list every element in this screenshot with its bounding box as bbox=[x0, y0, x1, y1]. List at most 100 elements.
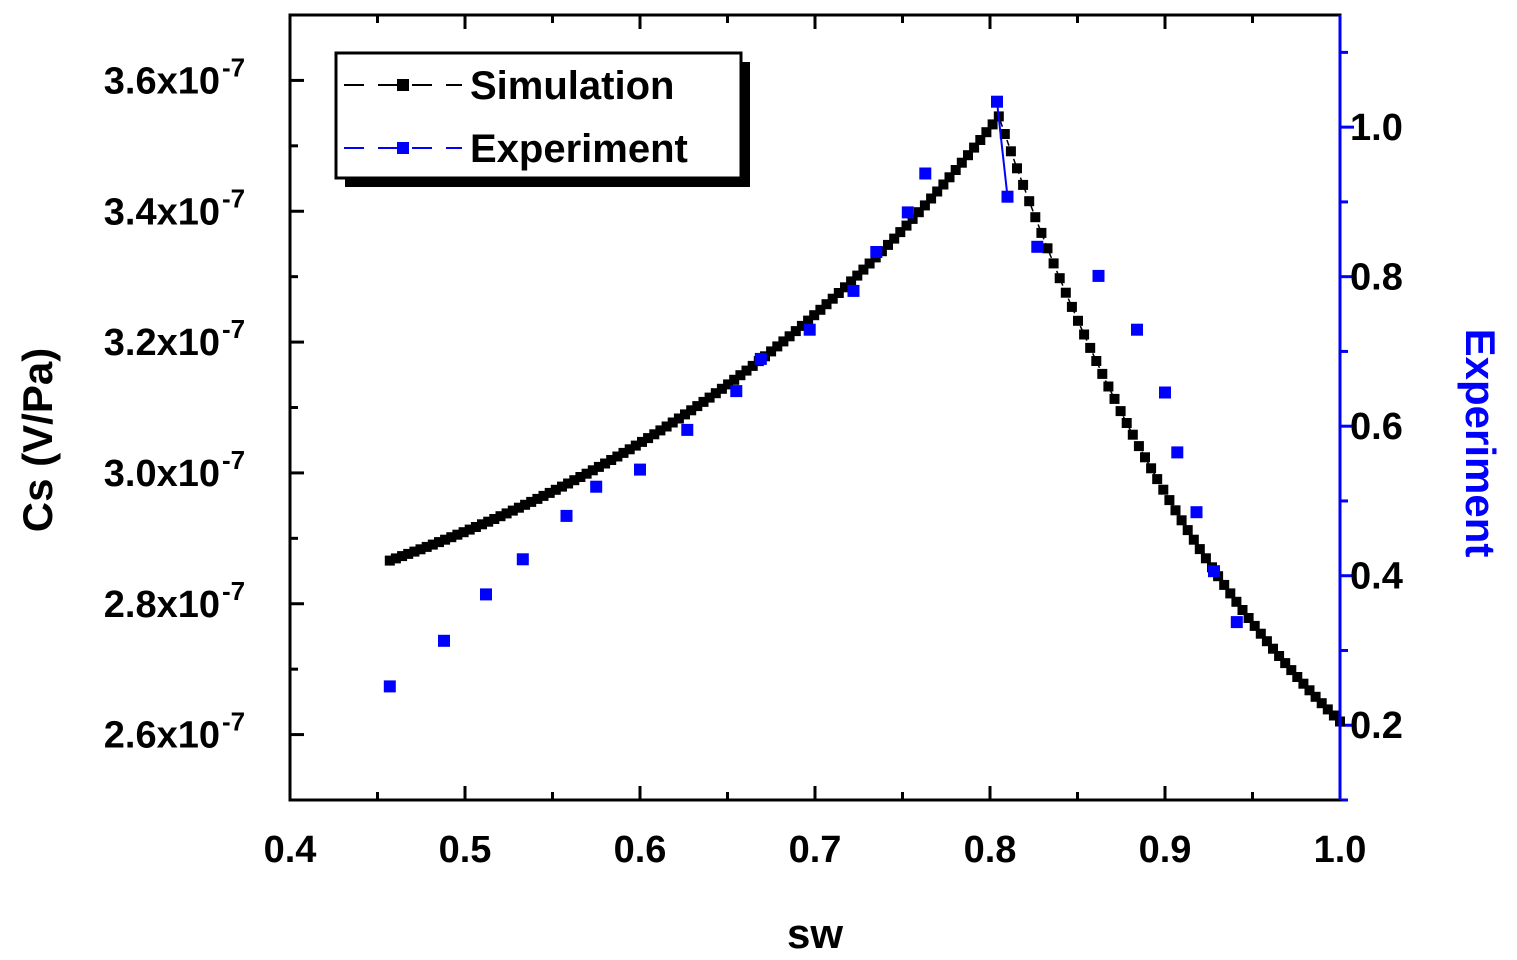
simulation-point bbox=[1091, 356, 1102, 366]
simulation-point bbox=[815, 304, 826, 315]
experiment-point bbox=[1031, 240, 1044, 253]
simulation-point bbox=[581, 468, 592, 479]
simulation-point bbox=[538, 490, 549, 501]
legend: Simulation Experiment bbox=[334, 51, 750, 187]
simulation-point bbox=[470, 522, 481, 532]
experiment-point bbox=[383, 680, 396, 693]
x-tick-label: 0.6 bbox=[614, 829, 667, 871]
simulation-point bbox=[840, 282, 850, 293]
simulation-point bbox=[858, 264, 869, 275]
y-right-tick-label: 0.4 bbox=[1350, 556, 1403, 598]
simulation-point bbox=[501, 508, 512, 519]
simulation-point bbox=[612, 451, 623, 462]
y-left-tick-exponent: -7 bbox=[222, 183, 245, 213]
simulation-point bbox=[938, 179, 949, 190]
simulation-point bbox=[507, 505, 518, 516]
simulation-point bbox=[464, 524, 475, 535]
simulation-point bbox=[1243, 613, 1254, 623]
experiment-point bbox=[991, 95, 1003, 108]
simulation-point bbox=[950, 165, 961, 175]
simulation-point bbox=[624, 444, 635, 455]
simulation-point bbox=[649, 429, 660, 440]
simulation-point bbox=[1316, 698, 1327, 709]
simulation-point bbox=[587, 465, 598, 476]
simulation-point bbox=[1036, 227, 1047, 238]
experiment-point bbox=[870, 246, 883, 258]
experiment-connector bbox=[996, 101, 1009, 197]
simulation-point bbox=[1054, 273, 1065, 284]
simulation-point bbox=[723, 379, 734, 390]
simulation-point bbox=[778, 336, 789, 347]
simulation-point bbox=[1328, 710, 1339, 721]
simulation-point bbox=[1231, 596, 1242, 607]
simulation-point bbox=[895, 227, 906, 238]
simulation-point bbox=[415, 544, 426, 555]
x-tick-label: 0.7 bbox=[789, 829, 842, 871]
legend-experiment-marker bbox=[397, 142, 409, 154]
simulation-point bbox=[827, 293, 838, 304]
simulation-point bbox=[434, 537, 444, 548]
simulation-point bbox=[495, 511, 506, 522]
simulation-point bbox=[1310, 691, 1321, 702]
x-tick-label: 0.4 bbox=[264, 829, 317, 871]
experiment-point bbox=[803, 323, 816, 336]
y-left-tick-label: 3.6x10 bbox=[104, 60, 220, 102]
simulation-point bbox=[1158, 484, 1169, 495]
y-right-axis-title: Experiment bbox=[1457, 329, 1504, 558]
x-axis-title: sw bbox=[787, 910, 843, 957]
simulation-point bbox=[926, 193, 937, 204]
simulation-point bbox=[440, 534, 451, 545]
simulation-point bbox=[784, 331, 795, 342]
experiment-point bbox=[438, 634, 450, 647]
experiment-point bbox=[590, 480, 603, 493]
experiment-point bbox=[681, 423, 694, 436]
simulation-point bbox=[513, 502, 524, 513]
simulation-point bbox=[1237, 605, 1248, 615]
experiment-point bbox=[1131, 323, 1143, 336]
simulation-point bbox=[606, 455, 617, 465]
simulation-point bbox=[600, 458, 611, 469]
simulation-point bbox=[698, 396, 709, 407]
simulation-point bbox=[1261, 636, 1272, 647]
simulation-point bbox=[1194, 544, 1205, 555]
experiment-point bbox=[919, 167, 932, 180]
simulation-point bbox=[1225, 588, 1236, 599]
simulation-point bbox=[883, 239, 893, 250]
simulation-point bbox=[969, 142, 980, 153]
simulation-point bbox=[526, 496, 537, 507]
simulation-point bbox=[710, 388, 721, 399]
simulation-point bbox=[1018, 179, 1029, 190]
simulation-point bbox=[1097, 368, 1108, 379]
simulation-point bbox=[1146, 463, 1157, 474]
simulation-point bbox=[1121, 418, 1132, 428]
simulation-series bbox=[384, 111, 1345, 727]
simulation-point bbox=[427, 539, 438, 550]
simulation-point bbox=[1048, 258, 1059, 269]
simulation-point bbox=[384, 555, 395, 566]
simulation-point bbox=[532, 493, 543, 504]
y-left-tick-label: 3.4x10 bbox=[104, 191, 220, 233]
simulation-point bbox=[796, 320, 807, 331]
simulation-point bbox=[1060, 287, 1071, 298]
y-left-tick-exponent: -7 bbox=[222, 707, 245, 737]
simulation-point bbox=[680, 409, 690, 420]
simulation-point bbox=[1066, 301, 1077, 312]
simulation-point bbox=[919, 200, 930, 211]
simulation-point bbox=[686, 405, 697, 416]
simulation-point bbox=[1024, 196, 1035, 207]
y-left-tick-label: 2.6x10 bbox=[104, 715, 220, 757]
simulation-point bbox=[716, 383, 727, 394]
simulation-point bbox=[1249, 620, 1260, 631]
simulation-point bbox=[1292, 672, 1303, 682]
x-tick-label: 1.0 bbox=[1314, 829, 1367, 871]
simulation-point bbox=[1255, 628, 1266, 639]
legend-box bbox=[334, 51, 743, 180]
simulation-point bbox=[630, 440, 641, 451]
y-left-axis-title: Cs (V/Pa) bbox=[14, 348, 61, 532]
simulation-point bbox=[1176, 515, 1187, 526]
simulation-point bbox=[550, 484, 561, 495]
experiment-point bbox=[1159, 386, 1171, 399]
simulation-point bbox=[544, 487, 555, 498]
simulation-point bbox=[1115, 406, 1126, 417]
